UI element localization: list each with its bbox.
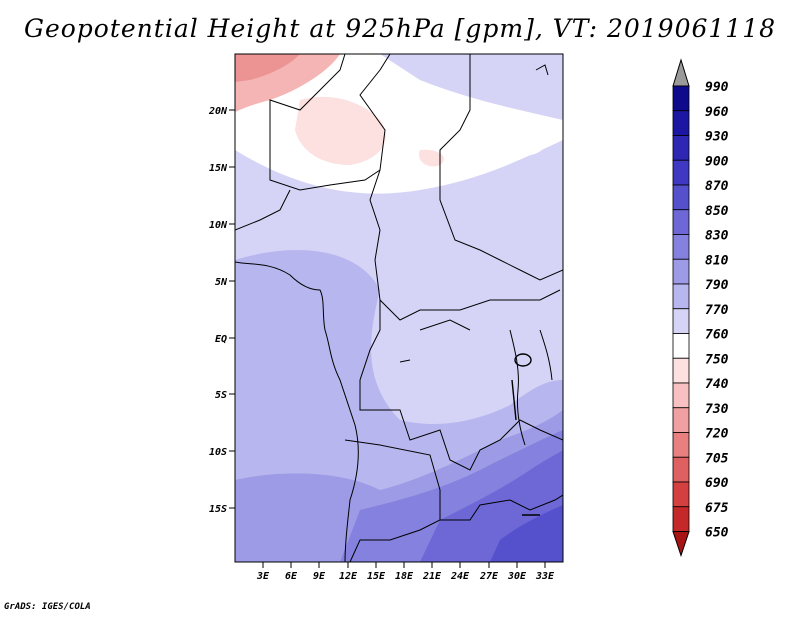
lakes <box>511 353 540 516</box>
colorbar-label: 900 <box>705 154 729 169</box>
colorbar-label: 790 <box>705 278 729 293</box>
colorbar-swatch <box>672 456 690 483</box>
colorbar-top-arrow <box>672 58 690 87</box>
colorbar-label: 705 <box>705 451 729 466</box>
credit-text: GrADS: IGES/COLA <box>4 602 91 612</box>
colorbar-swatch <box>672 135 690 161</box>
colorbar-swatch <box>672 357 690 384</box>
lon-label: 9E <box>313 571 326 582</box>
map-frame <box>234 53 564 563</box>
colorbar-swatch <box>672 258 690 285</box>
lat-label: 10S <box>209 447 227 458</box>
lon-label: 12E <box>339 571 358 582</box>
colorbar-swatch <box>672 85 690 112</box>
lat-label: 20N <box>208 106 228 117</box>
colorbar-label: 675 <box>705 501 729 516</box>
colorbar-label: 720 <box>705 427 729 442</box>
colorbar-swatch <box>672 407 690 433</box>
lat-label: 5S <box>215 390 227 401</box>
colorbar-label: 750 <box>705 352 729 367</box>
lon-label: 6E <box>285 571 298 582</box>
colorbar: 990 960 930 900 870 850 830 810 790 770 760 750 740 7… <box>672 58 729 558</box>
colorbar-label: 830 <box>705 229 729 244</box>
colorbar-swatch <box>672 209 690 235</box>
colorbar-swatch <box>672 432 690 458</box>
colorbar-label: 870 <box>705 179 729 194</box>
colorbar-label: 960 <box>705 105 729 120</box>
colorbar-swatch <box>672 382 690 409</box>
map-title: Geopotential Height at 925hPa [gpm], VT:… <box>23 14 777 43</box>
colorbar-label: 850 <box>705 204 729 219</box>
lat-label: 15S <box>209 504 227 515</box>
colorbar-swatch <box>672 110 690 136</box>
colorbar-swatch <box>672 308 690 334</box>
lat-label: EQ <box>215 334 227 345</box>
lon-label: 24E <box>450 571 470 582</box>
lon-label: 33E <box>535 571 555 582</box>
colorbar-label: 690 <box>705 476 729 491</box>
lon-ticks <box>262 562 546 568</box>
lon-label: 21E <box>422 571 442 582</box>
lat-label: 5N <box>215 277 228 288</box>
colorbar-label: 770 <box>705 303 729 318</box>
country-borders <box>235 54 563 562</box>
lat-labels: 20N 15N 10N 5N EQ 5S 10S 15S <box>208 106 228 515</box>
colorbar-swatch <box>672 481 690 508</box>
lon-label: 3E <box>256 571 270 582</box>
colorbar-swatch <box>672 184 690 211</box>
colorbar-label: 760 <box>705 328 729 343</box>
colorbar-label: 740 <box>705 377 729 392</box>
colorbar-swatch <box>672 234 690 260</box>
lat-label: 10N <box>209 220 228 231</box>
lon-label: 27E <box>479 571 499 582</box>
colorbar-label: 650 <box>705 526 729 541</box>
colorbar-swatch <box>672 333 690 359</box>
map-plot-area: 20N 15N 10N 5N EQ 5S 10S 15S 3E 6E 9E 12… <box>208 53 564 582</box>
colorbar-swatch <box>672 159 690 186</box>
lon-labels: 3E 6E 9E 12E 15E 18E 21E 24E 27E 30E 33E <box>256 571 555 582</box>
colorbar-label: 810 <box>705 253 729 268</box>
colorbar-swatch <box>672 283 690 310</box>
lat-label: 15N <box>209 163 228 174</box>
lon-label: 18E <box>395 571 414 582</box>
colorbar-label: 730 <box>705 402 729 417</box>
colorbar-label: 990 <box>705 80 729 95</box>
colorbar-label: 930 <box>705 130 729 145</box>
colorbar-bottom-arrow <box>672 531 690 558</box>
lon-label: 15E <box>367 571 386 582</box>
lat-ticks <box>229 109 235 509</box>
lon-label: 30E <box>507 571 527 582</box>
colorbar-swatch <box>672 506 690 532</box>
height-field <box>235 54 563 562</box>
